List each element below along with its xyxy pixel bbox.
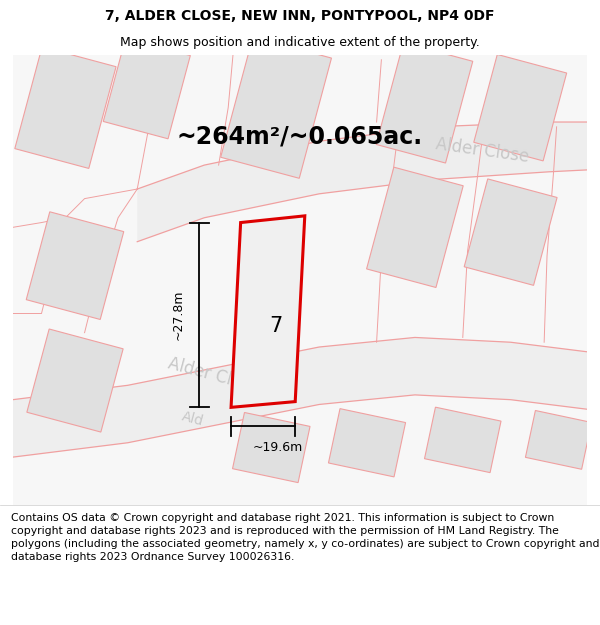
Polygon shape: [15, 47, 116, 168]
Polygon shape: [367, 167, 463, 288]
Text: ~19.6m: ~19.6m: [253, 441, 302, 454]
Polygon shape: [526, 411, 592, 469]
Polygon shape: [425, 407, 501, 472]
Polygon shape: [231, 216, 305, 408]
Polygon shape: [376, 42, 473, 163]
Text: Ald: Ald: [181, 409, 205, 429]
Text: ~264m²/~0.065ac.: ~264m²/~0.065ac.: [177, 124, 423, 148]
Polygon shape: [26, 212, 124, 319]
Text: Alder Close: Alder Close: [434, 135, 530, 166]
Text: Contains OS data © Crown copyright and database right 2021. This information is : Contains OS data © Crown copyright and d…: [11, 513, 599, 562]
Text: 7: 7: [269, 316, 282, 336]
Polygon shape: [103, 38, 190, 139]
Text: ~27.8m: ~27.8m: [172, 290, 185, 340]
Polygon shape: [13, 338, 587, 457]
Polygon shape: [233, 412, 310, 482]
Polygon shape: [137, 122, 587, 242]
Text: 7, ALDER CLOSE, NEW INN, PONTYPOOL, NP4 0DF: 7, ALDER CLOSE, NEW INN, PONTYPOOL, NP4 …: [105, 9, 495, 24]
Polygon shape: [474, 54, 566, 161]
Text: Map shows position and indicative extent of the property.: Map shows position and indicative extent…: [120, 36, 480, 49]
Polygon shape: [464, 179, 557, 286]
Polygon shape: [27, 329, 123, 432]
Polygon shape: [328, 409, 406, 477]
Text: Alder Close: Alder Close: [166, 355, 262, 397]
Polygon shape: [221, 37, 331, 178]
